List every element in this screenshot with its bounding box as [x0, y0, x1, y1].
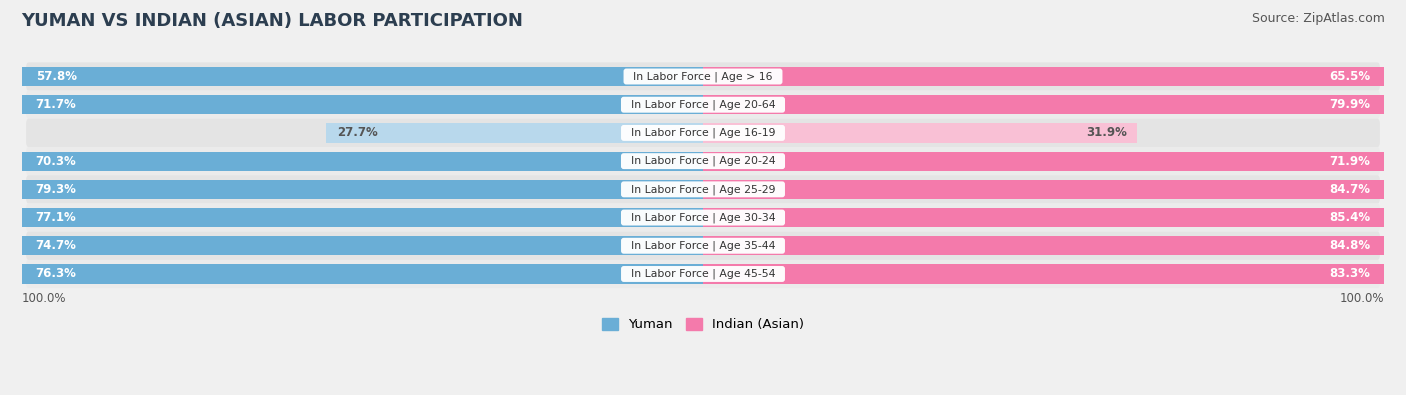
- Bar: [703, 208, 1384, 227]
- Bar: [326, 123, 703, 143]
- Text: 70.3%: 70.3%: [35, 154, 76, 167]
- Bar: [22, 67, 703, 86]
- FancyBboxPatch shape: [27, 90, 1379, 119]
- Bar: [22, 95, 703, 114]
- Text: 27.7%: 27.7%: [336, 126, 377, 139]
- Text: 79.3%: 79.3%: [35, 183, 76, 196]
- Text: 74.7%: 74.7%: [35, 239, 76, 252]
- Bar: [703, 180, 1384, 199]
- FancyBboxPatch shape: [27, 62, 1379, 90]
- Text: 100.0%: 100.0%: [22, 292, 66, 305]
- Text: 83.3%: 83.3%: [1330, 267, 1371, 280]
- Bar: [22, 152, 703, 171]
- Text: 71.9%: 71.9%: [1330, 154, 1371, 167]
- Bar: [22, 180, 703, 199]
- Legend: Yuman, Indian (Asian): Yuman, Indian (Asian): [602, 318, 804, 331]
- Text: Source: ZipAtlas.com: Source: ZipAtlas.com: [1251, 12, 1385, 25]
- Text: In Labor Force | Age 16-19: In Labor Force | Age 16-19: [624, 128, 782, 138]
- Text: In Labor Force | Age 20-64: In Labor Force | Age 20-64: [624, 100, 782, 110]
- Text: 79.9%: 79.9%: [1329, 98, 1371, 111]
- Bar: [703, 236, 1384, 255]
- Bar: [703, 95, 1384, 114]
- Text: In Labor Force | Age 30-34: In Labor Force | Age 30-34: [624, 212, 782, 223]
- Text: 65.5%: 65.5%: [1329, 70, 1371, 83]
- Text: 100.0%: 100.0%: [1340, 292, 1384, 305]
- FancyBboxPatch shape: [27, 147, 1379, 175]
- FancyBboxPatch shape: [27, 231, 1379, 260]
- Bar: [22, 236, 703, 255]
- Bar: [703, 264, 1384, 284]
- Bar: [703, 152, 1384, 171]
- Text: 31.9%: 31.9%: [1085, 126, 1126, 139]
- Text: In Labor Force | Age 45-54: In Labor Force | Age 45-54: [624, 269, 782, 279]
- Bar: [703, 123, 1137, 143]
- FancyBboxPatch shape: [27, 203, 1379, 231]
- Text: 71.7%: 71.7%: [35, 98, 76, 111]
- Text: 85.4%: 85.4%: [1329, 211, 1371, 224]
- Text: 84.7%: 84.7%: [1329, 183, 1371, 196]
- Text: 57.8%: 57.8%: [35, 70, 77, 83]
- Text: 76.3%: 76.3%: [35, 267, 76, 280]
- Text: In Labor Force | Age 35-44: In Labor Force | Age 35-44: [624, 241, 782, 251]
- Text: In Labor Force | Age 25-29: In Labor Force | Age 25-29: [624, 184, 782, 195]
- FancyBboxPatch shape: [27, 119, 1379, 147]
- Text: In Labor Force | Age > 16: In Labor Force | Age > 16: [626, 71, 780, 82]
- Text: 77.1%: 77.1%: [35, 211, 76, 224]
- Bar: [22, 264, 703, 284]
- Text: 84.8%: 84.8%: [1329, 239, 1371, 252]
- Bar: [22, 208, 703, 227]
- Text: YUMAN VS INDIAN (ASIAN) LABOR PARTICIPATION: YUMAN VS INDIAN (ASIAN) LABOR PARTICIPAT…: [21, 12, 523, 30]
- Text: In Labor Force | Age 20-24: In Labor Force | Age 20-24: [624, 156, 782, 166]
- FancyBboxPatch shape: [27, 260, 1379, 288]
- Bar: [703, 67, 1384, 86]
- FancyBboxPatch shape: [27, 175, 1379, 203]
